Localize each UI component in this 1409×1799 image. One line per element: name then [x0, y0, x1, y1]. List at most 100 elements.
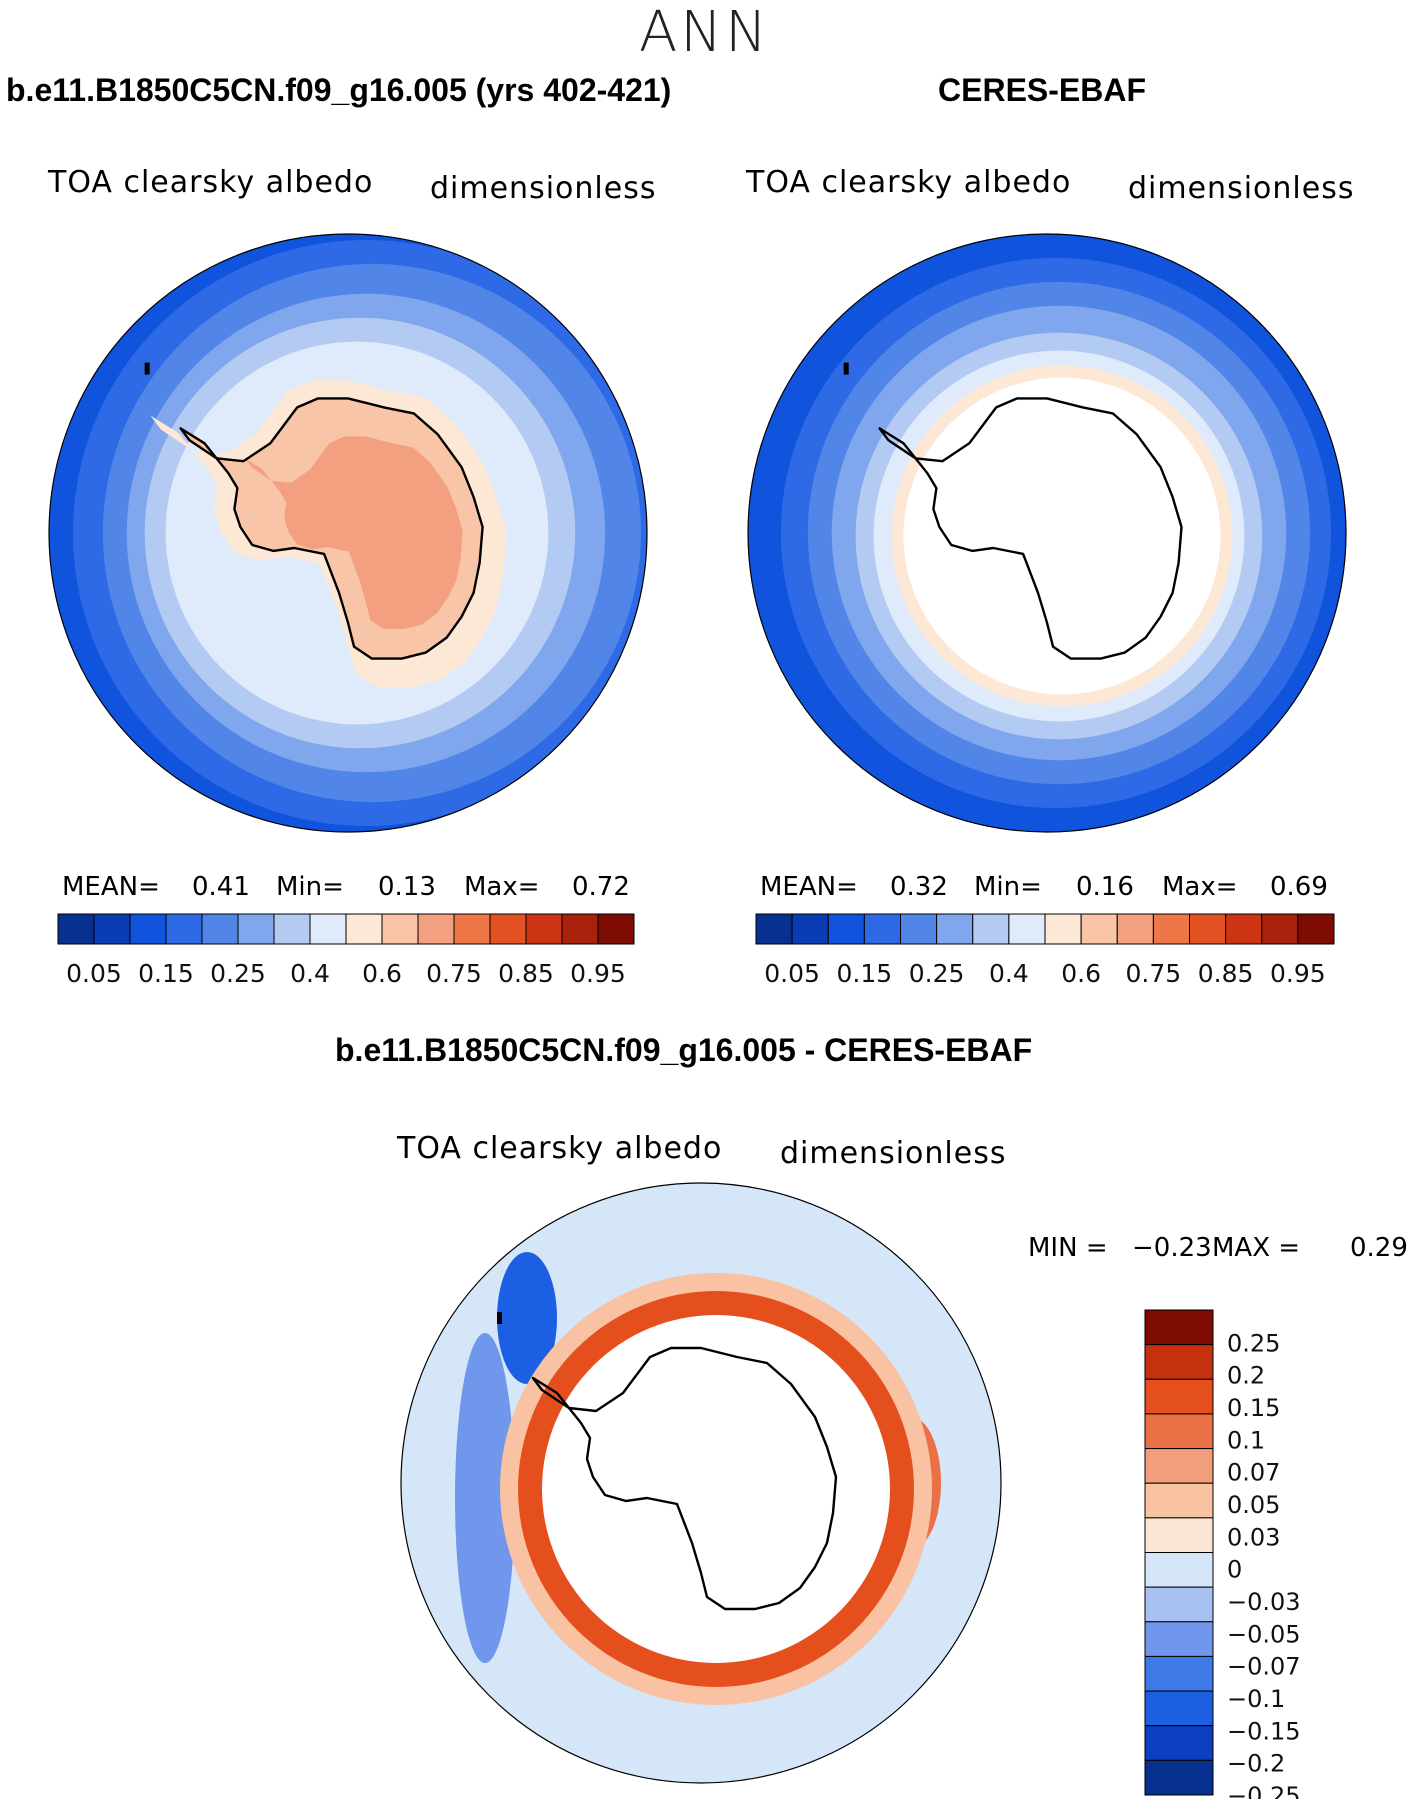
model-colorbar-tick-2: 0.25 — [210, 959, 266, 988]
model-colorbar-cell-13 — [525, 913, 563, 945]
obs-min-value: 0.16 — [1076, 872, 1134, 902]
diff-colorbar-tick-8: −0.03 — [1227, 1588, 1301, 1616]
diff-panel-title: b.e11.B1850C5CN.f09_g16.005 - CERES-EBAF — [335, 1032, 1033, 1068]
diff-max-label: MAX = — [1212, 1233, 1300, 1263]
model-peninsula-tip — [144, 362, 150, 375]
obs-colorbar-cell-9 — [1080, 913, 1118, 945]
obs-colorbar-tick-4: 0.6 — [1061, 959, 1101, 988]
obs-ring-6 — [903, 377, 1221, 695]
diff-colorbar-cell-5 — [1144, 1482, 1214, 1519]
obs-colorbar-cell-2 — [827, 913, 865, 945]
diff-colorbar-cell-0 — [1144, 1309, 1214, 1346]
obs-map-border — [747, 233, 1347, 833]
diff-neg-patch-west — [455, 1333, 515, 1663]
model-colorbar-cell-14 — [561, 913, 599, 945]
diff-max-value: 0.29 — [1350, 1233, 1408, 1263]
obs-colorbar-cell-13 — [1225, 913, 1263, 945]
diff-colorbar-cell-11 — [1144, 1690, 1214, 1727]
diff-colorbar-tick-3: 0.1 — [1227, 1426, 1265, 1454]
diff-colorbar-tick-1: 0.2 — [1227, 1362, 1265, 1390]
obs-colorbar-cell-0 — [755, 913, 793, 945]
diff-colorbar-cell-4 — [1144, 1448, 1214, 1484]
model-mean-value: 0.41 — [192, 872, 250, 902]
model-map — [49, 234, 647, 832]
obs-colorbar: 0.05 0.15 0.25 0.4 0.6 0.75 0.85 0.95 — [755, 913, 1335, 988]
obs-min-label: Min= — [974, 872, 1042, 902]
diff-colorbar-tick-2: 0.15 — [1227, 1394, 1280, 1422]
diff-colorbar: 0.25 0.2 0.15 0.1 0.07 0.05 0.03 0 −0.03 −0.05 −0.… — [1144, 1309, 1301, 1799]
diff-units-label: dimensionless — [780, 1136, 1006, 1171]
diff-peninsula-tip — [497, 1312, 502, 1324]
diff-colorbar-cell-10 — [1144, 1655, 1214, 1692]
obs-colorbar-cell-4 — [900, 913, 938, 945]
diff-min-label: MIN = — [1028, 1233, 1108, 1263]
obs-colorbar-tick-3: 0.4 — [989, 959, 1029, 988]
diff-neg-patch-nw — [497, 1252, 557, 1384]
obs-colorbar-tick-5: 0.75 — [1126, 959, 1182, 988]
diff-colorbar-cell-9 — [1144, 1621, 1214, 1657]
obs-units-label: dimensionless — [1128, 171, 1354, 206]
model-colorbar-tick-1: 0.15 — [138, 959, 194, 988]
model-min-label: Min= — [276, 872, 344, 902]
obs-colorbar-cell-5 — [936, 913, 974, 945]
diff-colorbar-cell-8 — [1144, 1586, 1214, 1623]
obs-colorbar-tick-0: 0.05 — [764, 959, 820, 988]
model-colorbar-cell-1 — [93, 913, 131, 945]
obs-colorbar-cell-7 — [1008, 913, 1046, 945]
model-mean-label: MEAN= — [62, 872, 160, 902]
obs-colorbar-cell-12 — [1189, 913, 1227, 945]
obs-antarctica — [878, 397, 1183, 660]
diff-colorbar-tick-10: −0.07 — [1227, 1653, 1301, 1681]
model-colorbar-cell-12 — [489, 913, 527, 945]
diff-colorbar-tick-0: 0.25 — [1227, 1329, 1280, 1357]
model-colorbar-cell-11 — [453, 913, 491, 945]
diff-antarctica — [531, 1346, 838, 1611]
diff-colorbar-cell-7 — [1144, 1552, 1214, 1588]
diff-map-border — [400, 1182, 1002, 1784]
model-colorbar-cell-0 — [57, 913, 95, 945]
model-colorbar-tick-7: 0.95 — [570, 959, 626, 988]
diff-colorbar-cell-1 — [1144, 1344, 1214, 1380]
model-antarctica — [179, 397, 484, 660]
model-panel-title: b.e11.B1850C5CN.f09_g16.005 (yrs 402-421… — [6, 72, 672, 108]
obs-colorbar-tick-6: 0.85 — [1198, 959, 1254, 988]
obs-colorbar-tick-1: 0.15 — [837, 959, 893, 988]
obs-mean-label: MEAN= — [760, 872, 858, 902]
model-map-border — [48, 233, 648, 833]
obs-max-label: Max= — [1162, 872, 1238, 902]
model-colorbar-tick-4: 0.6 — [362, 959, 402, 988]
season-title: ANN — [638, 0, 771, 65]
diff-coastline — [497, 1312, 838, 1611]
model-max-label: Max= — [464, 872, 540, 902]
model-colorbar-tick-3: 0.4 — [290, 959, 330, 988]
model-plateau-fill — [245, 436, 463, 629]
obs-peninsula-tip — [843, 362, 849, 375]
model-max-value: 0.72 — [572, 872, 630, 902]
diff-map — [401, 1183, 1001, 1783]
obs-variable-label: TOA clearsky albedo — [745, 165, 1071, 200]
diff-colorbar-tick-6: 0.03 — [1227, 1523, 1280, 1551]
diff-ring-hole — [542, 1315, 890, 1663]
model-min-value: 0.13 — [378, 872, 436, 902]
diff-colorbar-tick-11: −0.1 — [1227, 1685, 1285, 1713]
obs-colorbar-cell-14 — [1261, 913, 1299, 945]
model-variable-label: TOA clearsky albedo — [47, 165, 373, 200]
diff-colorbar-tick-5: 0.05 — [1227, 1491, 1280, 1519]
diff-colorbar-cell-6 — [1144, 1517, 1214, 1554]
obs-colorbar-cell-15 — [1297, 913, 1335, 945]
model-colorbar-cell-10 — [417, 913, 455, 945]
model-colorbar-cell-6 — [273, 913, 311, 945]
model-coastline — [144, 362, 484, 660]
model-colorbar-cell-3 — [165, 913, 203, 945]
model-colorbar-tick-5: 0.75 — [426, 959, 482, 988]
diff-colorbar-tick-12: −0.15 — [1227, 1717, 1301, 1745]
diff-colorbar-tick-9: −0.05 — [1227, 1620, 1301, 1648]
obs-colorbar-tick-7: 0.95 — [1270, 959, 1326, 988]
diff-colorbar-cell-13 — [1144, 1759, 1214, 1796]
obs-colorbar-cell-11 — [1152, 913, 1190, 945]
model-colorbar-cell-5 — [237, 913, 275, 945]
model-colorbar-tick-6: 0.85 — [498, 959, 554, 988]
obs-max-value: 0.69 — [1270, 872, 1328, 902]
model-colorbar-tick-0: 0.05 — [66, 959, 122, 988]
diff-variable-label: TOA clearsky albedo — [396, 1131, 722, 1166]
